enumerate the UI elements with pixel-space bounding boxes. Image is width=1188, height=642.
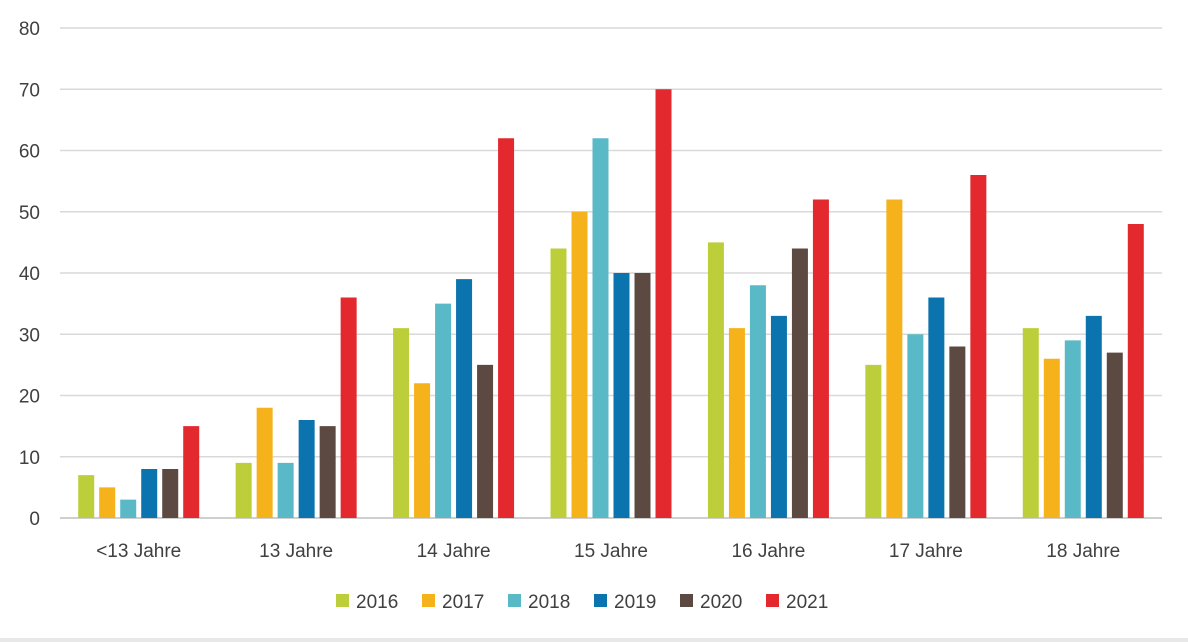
bar [812,199,829,518]
legend-item: 2020 [680,592,742,613]
bar [571,211,588,518]
y-tick-label: 50 [19,203,40,224]
bar [78,475,95,518]
x-tick-label: 18 Jahre [1046,541,1120,562]
bar [319,426,336,518]
y-tick-label: 60 [19,142,40,163]
bar [1064,340,1081,518]
bar [235,462,252,518]
bar [183,426,200,518]
bar [613,273,630,518]
legend: 2016 2017 2018 2019 2020 2021 [336,592,828,613]
legend-swatch [766,594,779,607]
bar [749,285,766,518]
bar [770,315,787,518]
legend-swatch [508,594,521,607]
legend-label: 2016 [356,592,398,613]
legend-label: 2017 [442,592,484,613]
x-tick-label: 16 Jahre [731,541,805,562]
bottom-divider [0,638,1188,642]
bar [1043,358,1060,518]
bar [340,297,357,518]
bar [655,89,672,518]
legend-label: 2019 [614,592,656,613]
bar [707,242,724,518]
bar [865,364,882,518]
y-tick-label: 10 [19,448,40,469]
legend-swatch [680,594,693,607]
bar [162,469,179,518]
x-tick-label: 14 Jahre [417,541,491,562]
bar [970,175,987,518]
bar [256,407,273,518]
legend-item: 2018 [508,592,570,613]
legend-label: 2020 [700,592,742,613]
bar [1022,328,1039,518]
bar [141,469,158,518]
bar [414,383,431,518]
bar [120,499,137,518]
bar [99,487,116,518]
bar [886,199,903,518]
legend-swatch [422,594,435,607]
bar [477,364,494,518]
legend-item: 2021 [766,592,828,613]
y-tick-label: 20 [19,387,40,408]
bar [928,297,945,518]
x-axis-ticks: <13 Jahre 13 Jahre 14 Jahre 15 Jahre 16 Jahr… [96,541,1120,562]
legend-label: 2018 [528,592,570,613]
y-tick-label: 40 [19,264,40,285]
bar [456,279,473,518]
bar [498,138,515,518]
bar [791,248,808,518]
x-tick-label: 13 Jahre [259,541,333,562]
y-tick-label: 70 [19,80,40,101]
legend-label: 2021 [786,592,828,613]
bar [634,273,651,518]
bar [298,420,315,518]
y-axis-ticks: 0 10 20 30 40 50 60 70 80 [19,19,40,530]
bar [435,303,452,518]
x-tick-label: <13 Jahre [96,541,181,562]
bar [550,248,567,518]
y-tick-label: 0 [29,509,40,530]
y-tick-label: 80 [19,19,40,40]
bar [1085,315,1102,518]
legend-item: 2019 [594,592,656,613]
bar [1106,352,1123,518]
bar [277,462,294,518]
legend-swatch [336,594,349,607]
legend-swatch [594,594,607,607]
gridlines [60,27,1162,519]
bar [1127,224,1144,518]
bar [728,328,745,518]
legend-item: 2017 [422,592,484,613]
bar [592,138,609,518]
bar [907,334,924,518]
bars [78,89,1144,518]
bar [393,328,410,518]
legend-item: 2016 [336,592,398,613]
x-tick-label: 15 Jahre [574,541,648,562]
bar [949,346,966,518]
y-tick-label: 30 [19,325,40,346]
x-tick-label: 17 Jahre [889,541,963,562]
